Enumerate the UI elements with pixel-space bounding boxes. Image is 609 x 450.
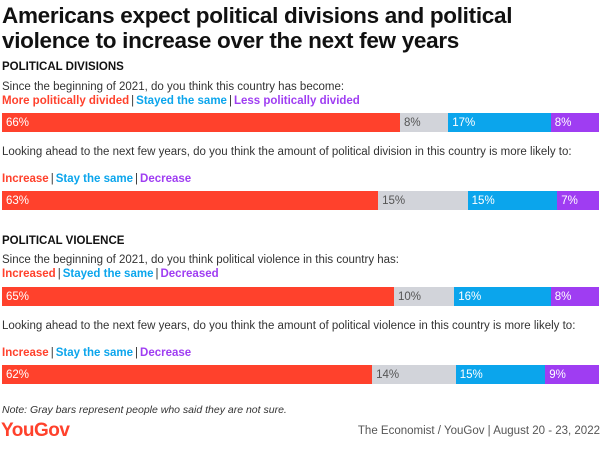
question-violence-since-2021: Since the beginning of 2021, do you thin… — [2, 254, 400, 266]
bar-segment-red: 65% — [2, 287, 394, 306]
chart-title: Americans expect political divisions and… — [2, 3, 513, 53]
legend-separator: | — [135, 347, 139, 359]
bar-violence-since-2021: 65% 10% 16% 8% — [2, 287, 599, 306]
legend-separator: | — [50, 347, 54, 359]
legend-violence-ahead: Increase | Stay the same | Decrease — [2, 347, 191, 359]
question-divisions-ahead: Looking ahead to the next few years, do … — [2, 146, 572, 158]
bar-segment-red: 63% — [2, 191, 379, 210]
section-heading-divisions: POLITICAL DIVISIONS — [2, 61, 124, 73]
bar-segment-blue: 17% — [448, 113, 551, 132]
legend-entry-first: Increase — [2, 173, 49, 185]
legend-entry-third: Decrease — [140, 173, 192, 185]
bar-segment-gray: 10% — [393, 287, 455, 306]
section-heading-violence: POLITICAL VIOLENCE — [2, 235, 125, 247]
legend-entry-first: Increase — [2, 347, 49, 359]
bar-segment-purple: 8% — [550, 113, 599, 132]
bar-violence-ahead: 62% 14% 15% 9% — [2, 365, 599, 384]
legend-separator: | — [131, 95, 135, 107]
bar-segment-red: 62% — [2, 365, 373, 384]
legend-entry-third: Decrease — [140, 347, 192, 359]
bar-segment-blue: 16% — [454, 287, 551, 306]
bar-segment-purple: 8% — [550, 287, 599, 306]
legend-separator: | — [228, 95, 232, 107]
legend-entry-second: Stay the same — [55, 173, 134, 185]
question-violence-ahead: Looking ahead to the next few years, do … — [2, 320, 576, 332]
source-credit: The Economist / YouGov | August 20 - 23,… — [357, 425, 600, 437]
legend-entry-first: More politically divided — [2, 95, 130, 107]
legend-divisions-ahead: Increase | Stay the same | Decrease — [2, 173, 191, 185]
bar-segment-gray: 14% — [372, 365, 456, 384]
bar-segment-red: 66% — [2, 113, 400, 132]
legend-entry-first: Increased — [2, 268, 56, 280]
legend-divisions-since-2021: More politically divided | Stayed the same… — [2, 95, 360, 107]
legend-separator: | — [135, 173, 139, 185]
bar-divisions-ahead: 63% 15% 15% 7% — [2, 191, 599, 210]
question-divisions-since-2021: Since the beginning of 2021, do you thin… — [2, 81, 345, 93]
bar-segment-gray: 15% — [378, 191, 468, 210]
legend-separator: | — [50, 173, 54, 185]
bar-segment-purple: 9% — [545, 365, 599, 384]
bar-segment-gray: 8% — [400, 113, 449, 132]
bar-segment-blue: 15% — [467, 191, 558, 210]
legend-entry-second: Stayed the same — [136, 95, 227, 107]
bar-segment-purple: 7% — [557, 191, 599, 210]
bar-segment-blue: 15% — [455, 365, 546, 384]
bar-divisions-since-2021: 66% 8% 17% 8% — [2, 113, 599, 132]
legend-entry-second: Stay the same — [55, 347, 134, 359]
legend-separator: | — [155, 268, 159, 280]
legend-entry-second: Stayed the same — [62, 268, 154, 280]
legend-separator: | — [57, 268, 61, 280]
footnote: Note: Gray bars represent people who sai… — [2, 404, 287, 416]
legend-violence-since-2021: Increased | Stayed the same | Decreased — [2, 268, 219, 280]
legend-entry-third: Decreased — [160, 268, 219, 280]
legend-entry-third: Less politically divided — [233, 95, 360, 107]
yougov-logo[interactable]: YouGov — [1, 420, 70, 441]
